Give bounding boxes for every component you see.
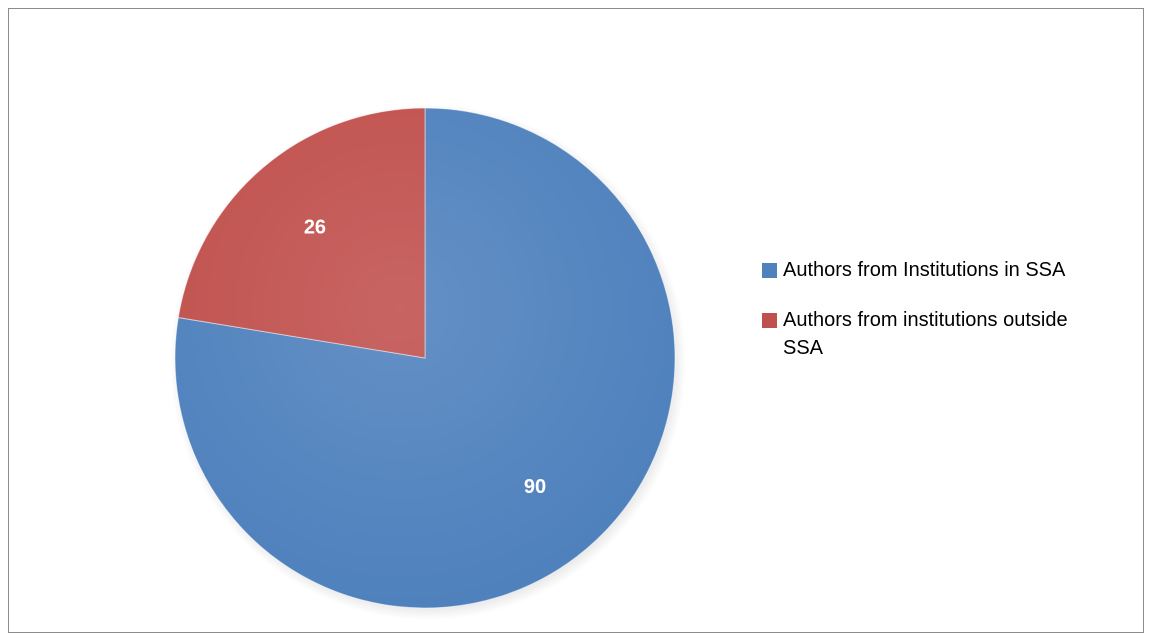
legend-label-ssa: Authors from Institutions in SSA bbox=[783, 259, 1066, 281]
legend: Authors from Institutions in SSA Authors… bbox=[762, 256, 1142, 384]
legend-item-outside-ssa[interactable]: Authors from institutions outside SSA bbox=[762, 306, 1103, 362]
data-label-outside-ssa: 26 bbox=[304, 217, 326, 239]
legend-swatch-outside-ssa bbox=[762, 313, 777, 328]
pie-slice-outside-ssa bbox=[177, 107, 426, 359]
legend-label-outside-ssa: Authors from institutions outside SSA bbox=[783, 309, 1068, 359]
legend-item-ssa[interactable]: Authors from Institutions in SSA bbox=[762, 256, 1142, 284]
data-label-ssa: 90 bbox=[524, 476, 546, 498]
legend-swatch-ssa bbox=[762, 263, 777, 278]
